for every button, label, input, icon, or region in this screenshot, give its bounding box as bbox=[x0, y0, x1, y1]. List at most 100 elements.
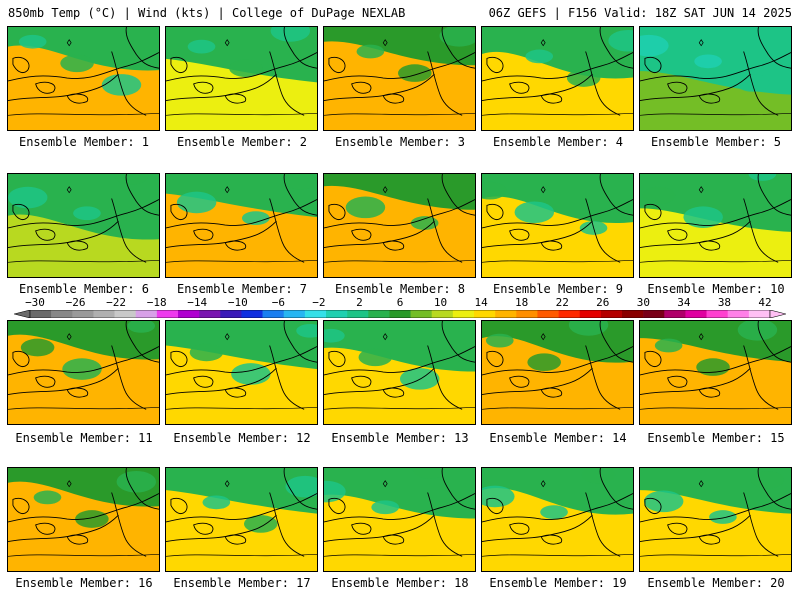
model-run-info: 06Z GEFS | F156 Valid: 18Z SAT JUN 14 20… bbox=[488, 6, 792, 20]
ensemble-map-17 bbox=[165, 467, 318, 572]
colorbar-labels: −30 −26 −22 −18 −14 −10 −6 −2 2 6 10 14 18 22 26 30 34 38… bbox=[0, 297, 800, 309]
colorbar-swatch bbox=[600, 310, 623, 318]
ensemble-map-12 bbox=[165, 320, 318, 425]
colorbar-swatch bbox=[51, 310, 73, 318]
colorbar-tick-label: 18 bbox=[515, 296, 529, 309]
colorbar-tick-label: −14 bbox=[187, 296, 208, 309]
member-label: Ensemble Member: 2 bbox=[176, 135, 308, 149]
ensemble-map-19 bbox=[481, 467, 634, 572]
ensemble-map-13 bbox=[323, 320, 476, 425]
colorbar-swatch bbox=[241, 310, 263, 318]
colorbar-swatch bbox=[114, 310, 137, 318]
colorbar-swatch bbox=[347, 310, 369, 318]
colorbar-swatch bbox=[685, 310, 707, 318]
colorbar-tick-label: 38 bbox=[717, 296, 732, 309]
colorbar-swatch bbox=[706, 310, 729, 318]
colorbar-swatch bbox=[643, 310, 665, 318]
member-label: Ensemble Member: 18 bbox=[331, 576, 469, 590]
colorbar-tick-label: 10 bbox=[433, 296, 448, 309]
member-label: Ensemble Member: 3 bbox=[334, 135, 466, 149]
member-label: Ensemble Member: 9 bbox=[492, 282, 624, 296]
colorbar-tick-label: −26 bbox=[65, 296, 86, 309]
colorbar-left-arrow bbox=[14, 310, 31, 318]
colorbar-swatch bbox=[178, 310, 200, 318]
colorbar-tick-label: 42 bbox=[758, 296, 772, 309]
member-label: Ensemble Member: 15 bbox=[647, 431, 785, 445]
member-label: Ensemble Member: 5 bbox=[650, 135, 782, 149]
colorbar-swatch bbox=[474, 310, 496, 318]
member-label: Ensemble Member: 13 bbox=[331, 431, 469, 445]
ensemble-map-5 bbox=[639, 26, 792, 131]
colorbar-tick-label: −10 bbox=[227, 296, 248, 309]
ensemble-map-8 bbox=[323, 173, 476, 278]
colorbar-swatch bbox=[326, 310, 348, 318]
colorbar-swatch bbox=[748, 310, 771, 318]
colorbar-swatch bbox=[727, 310, 750, 318]
ensemble-map-9 bbox=[481, 173, 634, 278]
ensemble-map-15 bbox=[639, 320, 792, 425]
colorbar-tick-label: 22 bbox=[555, 296, 569, 309]
colorbar-swatch bbox=[220, 310, 242, 318]
colorbar-swatch bbox=[579, 310, 602, 318]
member-label: Ensemble Member: 8 bbox=[334, 282, 466, 296]
ensemble-map-18 bbox=[323, 467, 476, 572]
colorbar-swatch bbox=[368, 310, 390, 318]
colorbar-swatch bbox=[30, 310, 52, 318]
colorbar-swatch bbox=[495, 310, 517, 318]
ensemble-map-6 bbox=[7, 173, 160, 278]
temperature-colorbar bbox=[14, 310, 786, 318]
colorbar-swatch bbox=[283, 310, 306, 318]
colorbar-tick-label: 14 bbox=[474, 296, 488, 309]
member-label: Ensemble Member: 11 bbox=[15, 431, 153, 445]
colorbar-tick-label: 30 bbox=[636, 296, 650, 309]
colorbar-tick-label: −6 bbox=[271, 296, 285, 309]
ensemble-map-7 bbox=[165, 173, 318, 278]
colorbar-tick-label: 26 bbox=[596, 296, 610, 309]
ensemble-map-11 bbox=[7, 320, 160, 425]
ensemble-map-20 bbox=[639, 467, 792, 572]
colorbar-swatch bbox=[431, 310, 454, 318]
colorbar-tick-label: −18 bbox=[146, 296, 167, 309]
member-label: Ensemble Member: 4 bbox=[492, 135, 624, 149]
colorbar-swatch bbox=[93, 310, 115, 318]
member-label: Ensemble Member: 10 bbox=[647, 282, 785, 296]
colorbar-tick-label: −22 bbox=[106, 296, 127, 309]
colorbar-tick-label: 2 bbox=[356, 296, 363, 309]
ensemble-map-4 bbox=[481, 26, 634, 131]
colorbar-swatch bbox=[622, 310, 644, 318]
colorbar-tick-label: −30 bbox=[25, 296, 45, 309]
colorbar-swatch bbox=[304, 310, 327, 318]
colorbar-tick-label: 34 bbox=[677, 296, 691, 309]
colorbar-swatch bbox=[389, 310, 411, 318]
colorbar-tick-label: −2 bbox=[312, 296, 326, 309]
ensemble-map-2 bbox=[165, 26, 318, 131]
colorbar-swatch bbox=[516, 310, 538, 318]
colorbar-swatch bbox=[156, 310, 179, 318]
member-label: Ensemble Member: 16 bbox=[15, 576, 153, 590]
colorbar-swatch bbox=[410, 310, 433, 318]
colorbar-swatch bbox=[537, 310, 559, 318]
member-label: Ensemble Member: 6 bbox=[18, 282, 150, 296]
member-label: Ensemble Member: 7 bbox=[176, 282, 308, 296]
colorbar-swatch bbox=[199, 310, 221, 318]
ensemble-map-3 bbox=[323, 26, 476, 131]
colorbar-right-arrow bbox=[769, 310, 786, 318]
colorbar-swatch bbox=[664, 310, 686, 318]
ensemble-map-1 bbox=[7, 26, 160, 131]
member-label: Ensemble Member: 19 bbox=[489, 576, 627, 590]
colorbar-swatch bbox=[452, 310, 475, 318]
chart-title: 850mb Temp (°C) | Wind (kts) | College o… bbox=[8, 6, 406, 20]
member-label: Ensemble Member: 12 bbox=[173, 431, 311, 445]
ensemble-map-10 bbox=[639, 173, 792, 278]
member-label: Ensemble Member: 14 bbox=[489, 431, 627, 445]
colorbar-tick-label: 6 bbox=[396, 296, 404, 309]
ensemble-map-16 bbox=[7, 467, 160, 572]
member-label: Ensemble Member: 20 bbox=[647, 576, 785, 590]
colorbar-swatch bbox=[135, 310, 158, 318]
member-label: Ensemble Member: 1 bbox=[18, 135, 150, 149]
colorbar-swatch bbox=[72, 310, 94, 318]
colorbar-swatch bbox=[262, 310, 285, 318]
colorbar-swatch bbox=[558, 310, 581, 318]
ensemble-map-14 bbox=[481, 320, 634, 425]
member-label: Ensemble Member: 17 bbox=[173, 576, 311, 590]
